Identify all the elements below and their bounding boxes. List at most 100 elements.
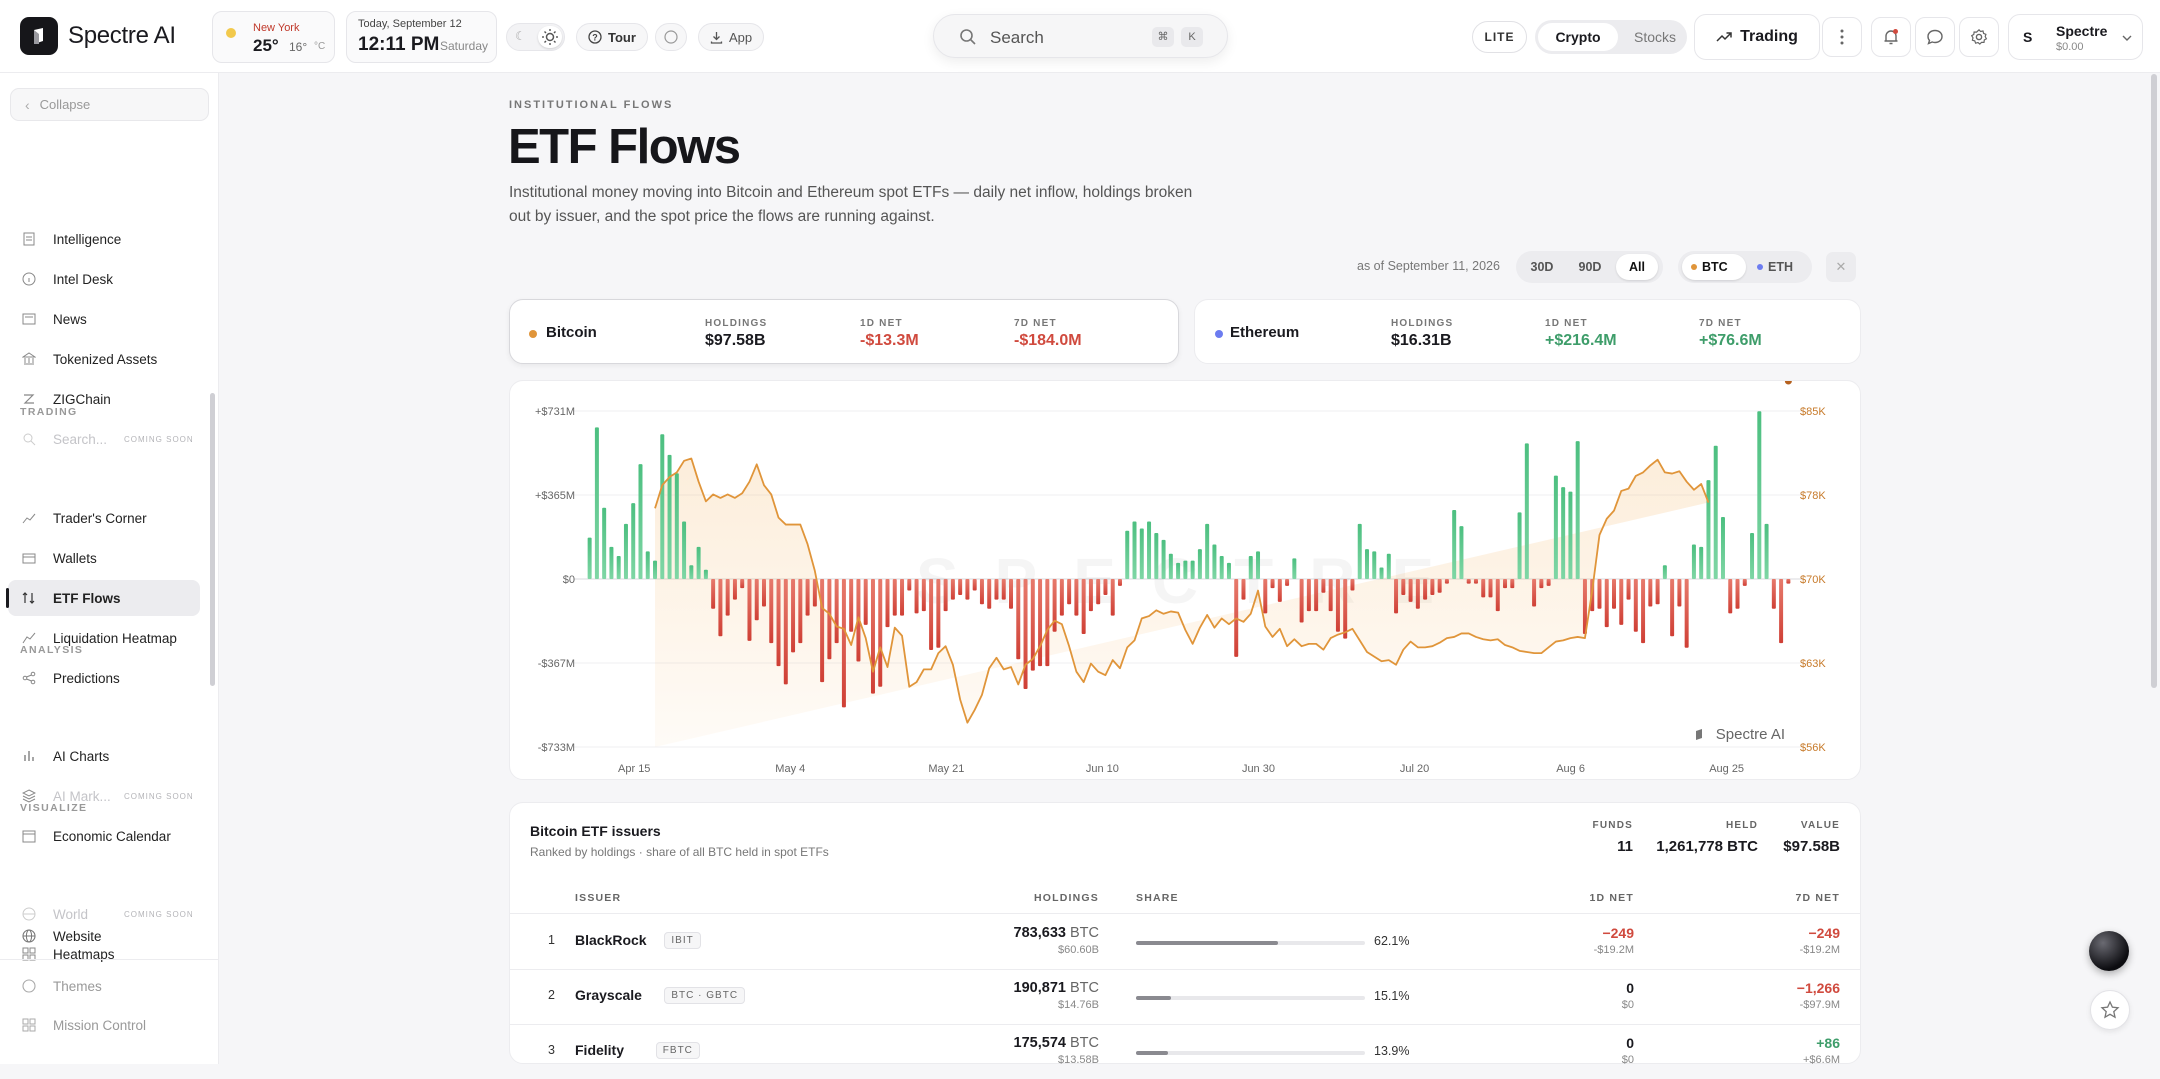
sidebar-item-themes[interactable]: Themes [8, 968, 200, 1004]
range-selector: 30D 90D All [1516, 251, 1663, 283]
sidebar-item-economic-calendar[interactable]: Economic Calendar [8, 818, 200, 854]
trading-button[interactable]: Trading [1694, 14, 1820, 60]
collapse-button[interactable]: ‹ Collapse [10, 88, 209, 121]
flow-bar [1691, 544, 1696, 579]
assistant-orb-button[interactable] [2089, 931, 2129, 971]
ticker-badge: BTC · GBTC [664, 987, 746, 1004]
holdings-value: $97.58B [705, 332, 766, 349]
holdings-usd: $60.60B [1058, 944, 1099, 956]
rank: 3 [548, 1043, 555, 1057]
sidebar-item-news[interactable]: News [8, 301, 200, 337]
col-holdings[interactable]: HOLDINGS [1033, 892, 1099, 904]
table-row[interactable]: 3 Fidelity FBTC 175,574 BTC $13.58B 13.9% 0 $0 +… [510, 1024, 1860, 1079]
theme-toggle[interactable]: ☾ [506, 23, 565, 51]
chart-brand-icon [1696, 729, 1702, 740]
sidebar-item-mission-control[interactable]: Mission Control [8, 1007, 200, 1043]
flow-bar [1626, 579, 1631, 600]
share-bar [1136, 1051, 1365, 1055]
btc-summary-card[interactable]: Bitcoin HOLDINGS $97.58B 1D NET -$13.3M … [509, 299, 1179, 364]
x-tick-label: Aug 6 [1556, 763, 1585, 775]
sun-toggle-icon[interactable] [538, 26, 562, 48]
net-7d-value: -$184.0M [1014, 332, 1082, 349]
sidebar-item-label: Website [53, 928, 102, 944]
x-tick-label: Aug 25 [1709, 763, 1744, 775]
y-right-tick-label: $78K [1800, 490, 1826, 502]
sidebar-item-intel-desk[interactable]: Intel Desk [8, 261, 200, 297]
sidebar-item-predictions[interactable]: Predictions [8, 660, 200, 696]
col-issuer[interactable]: ISSUER [575, 892, 622, 904]
lite-mode-button[interactable]: LITE [1472, 21, 1527, 53]
holdings-label: HOLDINGS [705, 318, 768, 329]
sidebar-scrollbar[interactable] [210, 393, 215, 686]
search-bar[interactable]: Search ⌘ K [933, 14, 1228, 58]
settings-button[interactable] [1959, 17, 1999, 57]
price-line [654, 457, 1710, 724]
table-row[interactable]: 2 Grayscale BTC · GBTC 190,871 BTC $14.76B 15… [510, 969, 1860, 1024]
col-share[interactable]: SHARE [1136, 892, 1179, 904]
sidebar-item-label: Intel Desk [53, 271, 114, 287]
sidebar-item-ai-charts[interactable]: AI Charts [8, 738, 200, 774]
page-scrollbar[interactable] [2151, 74, 2157, 688]
collapse-label: Collapse [39, 97, 91, 112]
globe-icon [22, 929, 36, 943]
favorite-button[interactable] [2090, 990, 2130, 1030]
sidebar-item-website[interactable]: Website [8, 918, 200, 954]
weather-widget[interactable]: New York 25° 16° °C [212, 11, 335, 63]
flow-bar [950, 579, 955, 600]
tour-button[interactable]: ? Tour [576, 23, 648, 51]
info-icon [664, 30, 678, 44]
close-icon[interactable]: ✕ [1826, 252, 1856, 282]
flow-bar [1176, 562, 1181, 579]
chat-button[interactable] [1915, 17, 1955, 57]
app-logo[interactable]: Spectre AI [20, 17, 176, 55]
flow-bar [1633, 579, 1638, 632]
user-balance: $0.00 [2056, 41, 2084, 53]
flow-bar [725, 579, 730, 616]
flows-chart[interactable]: +$731M $85K +$365M $78K $0 $70K -$367M $63K -$73… [510, 377, 1862, 781]
col-net-1d[interactable]: 1D NET [1589, 892, 1634, 904]
asset-eth[interactable]: ETH [1748, 254, 1808, 280]
sidebar-item-etf-flows[interactable]: ETF Flows [6, 580, 200, 616]
more-button[interactable] [1822, 17, 1862, 57]
flow-bar [914, 579, 919, 614]
flow-bar [747, 579, 752, 641]
y-right-tick-label: $70K [1800, 574, 1826, 586]
sidebar-item-liquidation-heatmap[interactable]: Liquidation Heatmap [8, 620, 200, 656]
sidebar-item-tokenized-assets[interactable]: Tokenized Assets [8, 341, 200, 377]
range-90d[interactable]: 90D [1578, 260, 1602, 274]
clock-widget[interactable]: Today, September 12 12:11 PM Saturday [346, 11, 497, 63]
sidebar-item-world: World COMING SOON [8, 896, 200, 932]
flow-bar [1241, 579, 1246, 600]
net-1d-usd: $0 [1621, 999, 1634, 1011]
col-net-7d[interactable]: 7D NET [1795, 892, 1840, 904]
flow-bar [1481, 579, 1486, 598]
range-all[interactable]: All [1616, 254, 1658, 280]
issuer-name: Fidelity [575, 1042, 625, 1058]
flow-bar [1168, 553, 1173, 579]
sidebar-item-heatmaps[interactable]: Heatmaps [8, 936, 200, 972]
net-1d-value: +$216.4M [1545, 332, 1617, 349]
eth-summary-card[interactable]: Ethereum HOLDINGS $16.31B 1D NET +$216.4… [1194, 299, 1861, 364]
moon-icon[interactable]: ☾ [515, 29, 526, 43]
sidebar-item-wallets[interactable]: Wallets [8, 540, 200, 576]
asset-btc[interactable]: BTC [1682, 254, 1746, 280]
range-30d[interactable]: 30D [1530, 260, 1554, 274]
sidebar-item-zigchain[interactable]: ZIGChain [8, 381, 200, 417]
crypto-tab[interactable]: Crypto [1538, 23, 1618, 51]
table-row[interactable]: 1 BlackRock IBIT 783,633 BTC $60.60B 62.1% −24… [510, 914, 1860, 969]
notifications-button[interactable] [1871, 17, 1911, 57]
eth-dot-icon [1215, 330, 1223, 338]
sidebar-item-trader-s-corner[interactable]: Trader's Corner [8, 500, 200, 536]
wallet-icon [22, 551, 36, 565]
user-menu[interactable]: S Spectre $0.00 [2008, 14, 2143, 60]
coming-soon-badge: COMING SOON [124, 791, 194, 801]
stocks-tab[interactable]: Stocks [1633, 29, 1676, 45]
app-download-button[interactable]: App [698, 23, 765, 51]
y-left-tick-label: +$365M [535, 490, 575, 502]
flow-bar [1444, 579, 1449, 584]
sidebar-item-intelligence[interactable]: Intelligence [8, 221, 200, 257]
share-percent: 13.9% [1374, 1044, 1410, 1058]
info-button[interactable] [655, 23, 687, 51]
kbd-k: K [1181, 27, 1203, 47]
flow-bar [1662, 565, 1667, 579]
